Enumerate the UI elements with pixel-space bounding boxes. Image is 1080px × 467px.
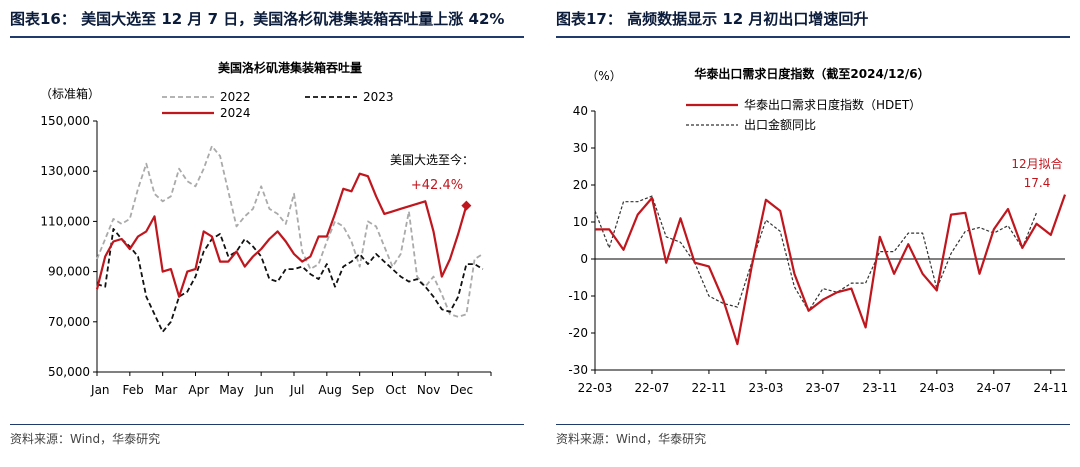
right-y-tick-label: 0 — [580, 252, 588, 266]
left-x-tick-label: Jan — [90, 383, 110, 397]
right-x-tick-label: 22-03 — [578, 381, 613, 395]
right-chart-title: 华泰出口需求日度指数（截至2024/12/6） — [694, 66, 929, 81]
left-y-tick-label: 50,000 — [48, 365, 90, 379]
left-source-note: 资料来源：Wind，华泰研究 — [10, 432, 161, 446]
right-y-tick-label: 20 — [573, 178, 588, 192]
left-x-tick-label: Apr — [188, 383, 209, 397]
left-series-group — [95, 145, 484, 333]
right-y-axis-label: （%） — [586, 69, 621, 83]
left-series-2024-line — [95, 172, 468, 298]
right-x-tick-label: 24-07 — [976, 381, 1011, 395]
left-axes: 50,000 70,000 90,000 110,000 130,000 150,000 J… — [40, 114, 492, 397]
left-x-tick-label: Aug — [318, 383, 341, 397]
left-header-rule — [10, 36, 524, 38]
left-footer-rule — [10, 424, 524, 425]
right-footer-rule — [556, 424, 1070, 425]
right-y-tick-label: 40 — [573, 104, 588, 118]
left-series-2022-line — [96, 145, 484, 318]
left-series-2024-end-marker — [461, 200, 472, 211]
left-legend-label-2023: 2023 — [363, 90, 394, 104]
right-x-tick-label: 22-11 — [692, 381, 727, 395]
left-x-tick-label: Jul — [289, 383, 304, 397]
right-y-tick-label: -10 — [568, 289, 588, 303]
right-x-tick-label: 22-07 — [635, 381, 670, 395]
right-source-note: 资料来源：Wind，华泰研究 — [556, 432, 707, 446]
right-series-export-yoy-line — [594, 195, 1038, 312]
left-legend: 2022 2023 2024 — [162, 90, 394, 120]
right-y-tick-label: 10 — [573, 215, 588, 229]
left-x-tick-label: Feb — [122, 383, 143, 397]
left-panel-header: 图表16： 美国大选至 12 月 7 日，美国洛杉矶港集装箱吞吐量上涨 42% — [10, 10, 505, 28]
left-x-tick-label: May — [219, 383, 244, 397]
left-x-tick-label: Nov — [417, 383, 440, 397]
right-x-tick-label: 23-07 — [805, 381, 840, 395]
right-panel-header: 图表17： 高频数据显示 12 月初出口增速回升 — [556, 10, 869, 28]
right-series-hdet-line — [595, 194, 1067, 346]
right-annotation-line1: 12月拟合 — [1011, 156, 1062, 171]
left-y-tick-label: 70,000 — [48, 315, 90, 329]
left-annotation-line1: 美国大选至今： — [390, 152, 474, 167]
right-x-tick-label: 24-03 — [919, 381, 954, 395]
left-annotation-line2: +42.4% — [411, 178, 463, 193]
right-legend-label-export-yoy: 出口金额同比 — [744, 117, 816, 132]
left-x-tick-label: Dec — [450, 383, 473, 397]
right-x-tick-label: 23-03 — [748, 381, 783, 395]
left-y-tick-label: 130,000 — [40, 164, 90, 178]
right-annotation: 12月拟合 17.4 — [1011, 156, 1062, 190]
left-legend-label-2024: 2024 — [220, 106, 251, 120]
right-x-tick-label: 24-11 — [1033, 381, 1068, 395]
left-legend-label-2022: 2022 — [220, 90, 251, 104]
left-series-2023-line — [96, 227, 484, 333]
right-header-rule — [556, 36, 1070, 38]
left-y-tick-label: 90,000 — [48, 265, 90, 279]
right-annotation-line2: 17.4 — [1024, 176, 1051, 190]
right-legend: 华泰出口需求日度指数（HDET） 出口金额同比 — [686, 97, 921, 132]
left-x-tick-label: Sep — [352, 383, 375, 397]
left-y-axis-label: （标准箱） — [40, 86, 100, 101]
left-annotation: 美国大选至今： +42.4% — [390, 152, 474, 193]
right-axes: -30 -20 -10 0 10 20 30 40 22-03 22-07 22-11 23-03 23… — [568, 104, 1068, 395]
left-x-tick-label: Oct — [385, 383, 406, 397]
right-series-group — [594, 194, 1067, 346]
right-y-tick-label: -20 — [568, 326, 588, 340]
left-x-tick-label: Mar — [155, 383, 178, 397]
right-y-tick-label: -30 — [568, 363, 588, 377]
right-x-tick-label: 23-11 — [862, 381, 897, 395]
right-y-tick-label: 30 — [573, 141, 588, 155]
left-y-tick-label: 150,000 — [40, 114, 90, 128]
right-legend-label-hdet: 华泰出口需求日度指数（HDET） — [744, 97, 921, 112]
left-chart-title: 美国洛杉矶港集装箱吞吐量 — [218, 60, 362, 75]
left-x-tick-label: Jun — [254, 383, 274, 397]
left-y-tick-label: 110,000 — [40, 214, 90, 228]
